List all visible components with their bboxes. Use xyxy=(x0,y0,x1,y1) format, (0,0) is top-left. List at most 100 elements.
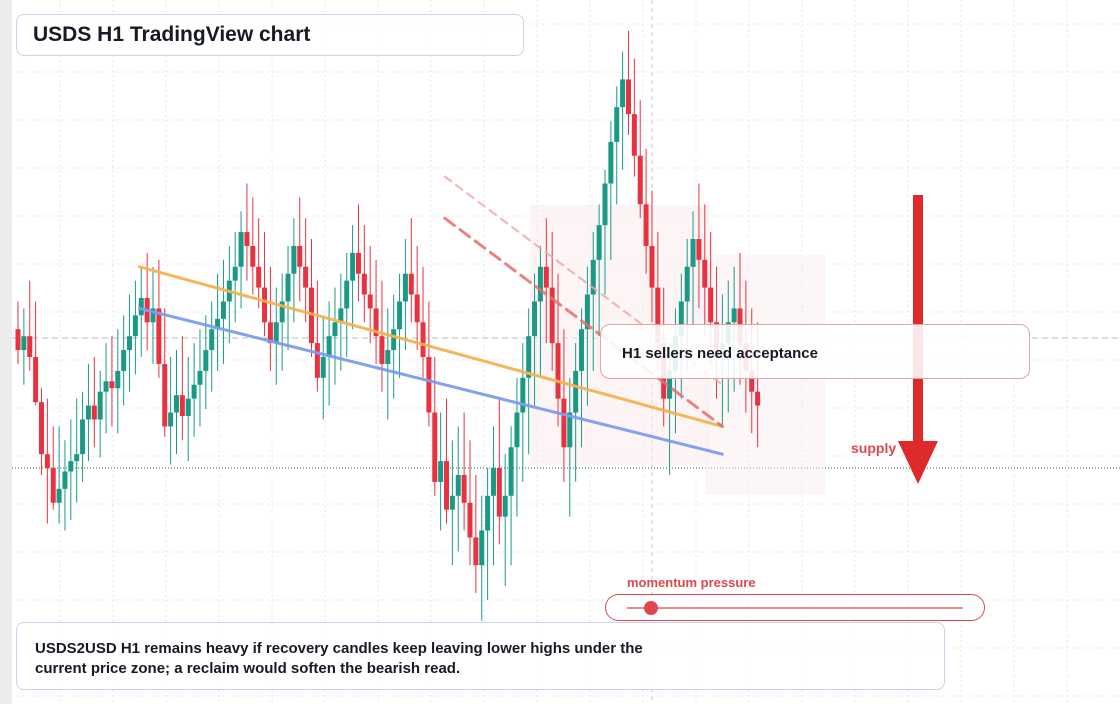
candle-body-bull xyxy=(731,308,737,323)
candle-body-bull xyxy=(567,412,573,448)
candle-body-bull xyxy=(590,259,596,295)
candle-body-bull xyxy=(150,308,156,323)
candle-body-bull xyxy=(191,384,197,399)
candle-body-bull xyxy=(279,301,285,323)
candle-body-bull xyxy=(667,370,673,399)
candle-body-bear xyxy=(250,245,256,267)
trendlines xyxy=(138,175,724,456)
supply-arrow-head xyxy=(898,441,938,484)
candle-body-bull xyxy=(502,495,508,517)
candle-body-bull xyxy=(80,419,86,455)
candle-body-bull xyxy=(56,488,62,503)
candle-body-bear xyxy=(426,357,432,413)
candle-body-bear xyxy=(496,468,502,517)
candle-body-bear xyxy=(432,412,438,482)
candle-body-bull xyxy=(479,530,485,566)
candle-body-bear xyxy=(444,461,450,510)
candle-body-bear xyxy=(33,357,39,403)
candle-body-bear xyxy=(267,322,273,344)
candle-body-bull xyxy=(21,336,27,351)
candle-body-bull xyxy=(85,405,91,420)
candle-body-bull xyxy=(526,336,532,378)
candle-body-bull xyxy=(68,461,74,472)
supply-arrow xyxy=(898,195,938,484)
candle-body-bear xyxy=(91,405,97,420)
candle-body-bull xyxy=(291,245,297,274)
candle-body-bear xyxy=(244,232,250,246)
candle-body-bull xyxy=(173,395,179,413)
candle-body-bear xyxy=(649,245,655,288)
candle-body-bull xyxy=(508,447,514,496)
chart-left-rail xyxy=(0,0,12,704)
candle-body-bull xyxy=(485,495,491,531)
analysis-note-card: USDS2USD H1 remains heavy if recovery ca… xyxy=(16,622,945,690)
candle-body-bull xyxy=(138,298,144,316)
momentum-slider-track xyxy=(627,607,963,609)
candle-body-bear xyxy=(561,398,567,448)
candle-body-bull xyxy=(579,329,585,371)
candle-body-bear xyxy=(297,245,303,267)
candle-body-bull xyxy=(121,350,127,371)
candle-body-bull xyxy=(238,232,244,267)
supply-label: supply xyxy=(851,440,897,456)
candle-body-bull xyxy=(215,318,221,330)
candle-body-bear xyxy=(314,343,320,378)
candle-body-bear xyxy=(303,266,309,288)
candle-body-bull xyxy=(690,239,696,267)
trendline-orange xyxy=(138,265,724,428)
candle-body-bull xyxy=(326,336,332,357)
candle-body-bull xyxy=(537,266,543,302)
candle-body-bull xyxy=(532,301,538,337)
candle-body-bull xyxy=(385,350,391,364)
sellers-callout: H1 sellers need acceptance xyxy=(600,324,1030,379)
candle-body-bull xyxy=(350,252,356,281)
candle-body-bull xyxy=(203,350,209,371)
momentum-slider[interactable] xyxy=(605,594,985,621)
candle-body-bear xyxy=(655,287,661,344)
candle-body-bull xyxy=(320,357,326,378)
candle-body-bull xyxy=(74,454,80,462)
candle-body-bull xyxy=(514,412,520,448)
candle-body-bull xyxy=(338,308,344,323)
candle-body-bear xyxy=(355,252,361,274)
candle-body-bear xyxy=(15,329,21,351)
candle-body-bear xyxy=(467,502,473,538)
candle-body-bull xyxy=(232,266,238,281)
candle-body-bear xyxy=(373,308,379,337)
candle-body-bull xyxy=(127,336,133,351)
candle-body-bull xyxy=(197,370,203,385)
candle-body-bear xyxy=(702,259,708,288)
candle-body-bear xyxy=(461,474,467,503)
candle-body-bear xyxy=(109,381,115,389)
candle-body-bear xyxy=(50,468,56,503)
candle-body-bear xyxy=(637,155,643,205)
candle-body-bear xyxy=(27,336,33,357)
candle-body-bull xyxy=(608,141,614,184)
candle-body-bull xyxy=(402,273,408,302)
candle-body-bear xyxy=(414,294,420,323)
candle-body-bear xyxy=(696,239,702,260)
candle-body-bear xyxy=(631,114,637,156)
candle-body-bull xyxy=(678,301,684,337)
candle-body-bear xyxy=(44,454,50,469)
candle-body-bear xyxy=(262,287,268,323)
candle-body-bull xyxy=(103,381,109,392)
candle-body-bear xyxy=(38,402,44,455)
candle-body-bull xyxy=(520,377,526,413)
trendline-red-dashed xyxy=(443,216,724,428)
candle-body-bear xyxy=(367,294,373,309)
candle-body-bull xyxy=(332,322,338,337)
candle-body-bear xyxy=(361,273,367,295)
candle-body-bull xyxy=(115,370,121,389)
title-card: USDS H1 TradingView chart xyxy=(16,14,524,56)
candle-body-bull xyxy=(584,294,590,330)
candle-body-bull xyxy=(168,412,174,427)
candle-body-bull xyxy=(185,398,191,416)
candle-body-bull xyxy=(438,461,444,482)
momentum-slider-knob[interactable] xyxy=(643,601,658,615)
candle-body-bull xyxy=(97,391,103,420)
candle-body-bear xyxy=(473,537,479,566)
supply-arrow-shaft xyxy=(913,195,923,445)
candle-body-bull xyxy=(209,329,215,351)
candle-body-bull xyxy=(573,370,579,413)
